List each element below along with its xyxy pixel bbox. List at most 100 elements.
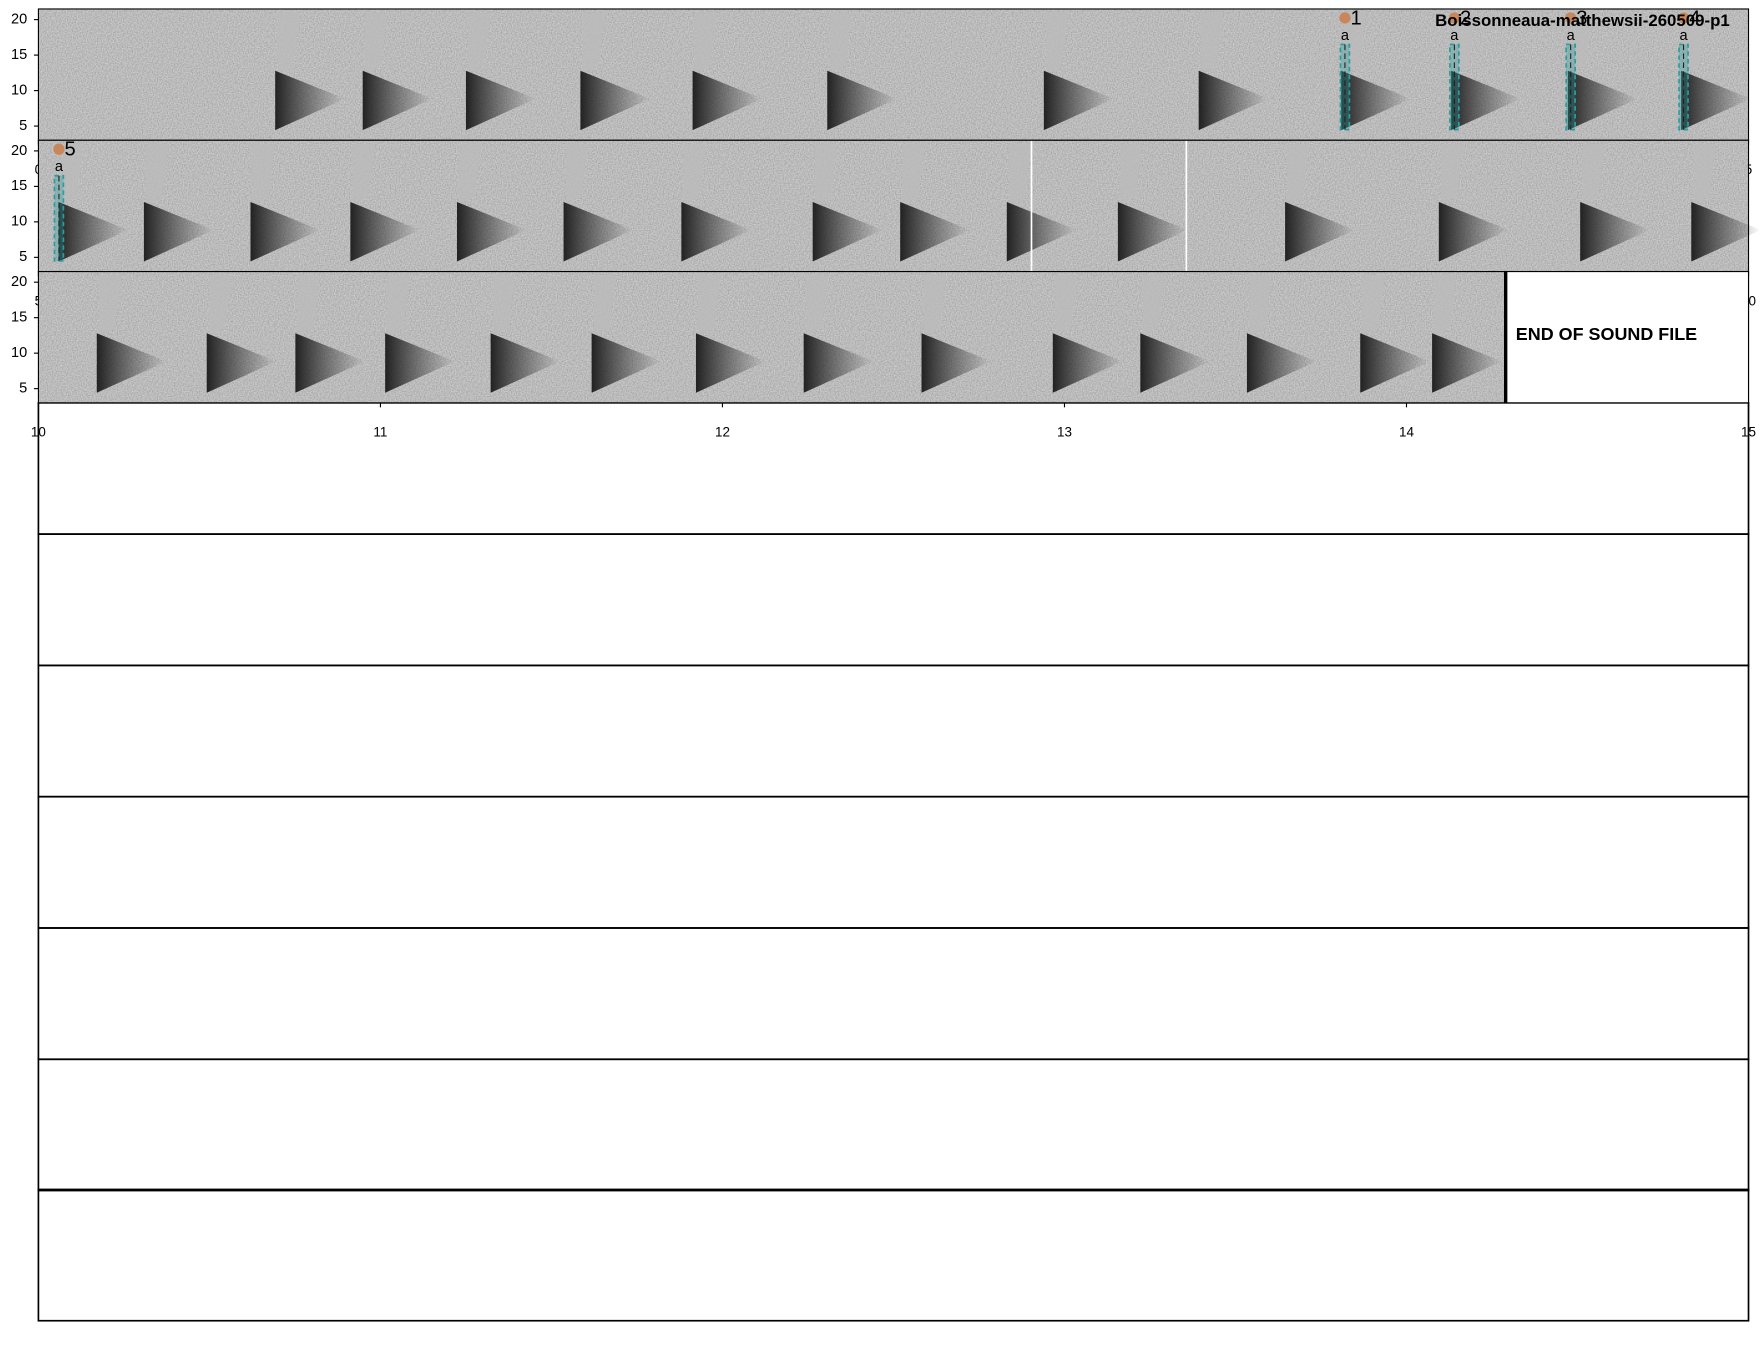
selection-marker: [1448, 12, 1460, 24]
call: [692, 70, 763, 131]
call: [681, 201, 751, 262]
call: [803, 333, 874, 393]
call: [385, 333, 455, 393]
call-harmonics: [1249, 274, 1272, 337]
empty-row: [37, 533, 1750, 667]
empty-row: [37, 1058, 1750, 1192]
call-harmonics: [492, 274, 516, 337]
call: [96, 333, 167, 393]
call: [1432, 333, 1502, 393]
spectrogram-background: [38, 271, 1749, 403]
call: [812, 201, 883, 262]
x-tick-label: 13: [1057, 425, 1072, 440]
y-tick-label: 5: [19, 249, 27, 265]
spectrogram-background: [38, 140, 1749, 272]
spectrogram-row: 51015200123451a2a3a4aBoissonneaua-matthe…: [11, 7, 1752, 177]
call-harmonics: [582, 12, 606, 75]
y-tick-label: 5: [19, 118, 27, 134]
selection-marker: [53, 143, 65, 155]
empty-rows: [37, 401, 1750, 1322]
call: [1691, 201, 1760, 262]
empty-row: [37, 401, 1750, 535]
call: [350, 201, 420, 262]
call-harmonics: [805, 274, 829, 337]
call-harmonics: [902, 143, 925, 206]
call-harmonics: [1570, 12, 1593, 75]
selection-label: a: [1679, 28, 1688, 44]
x-tick-label: 11: [373, 425, 387, 440]
call-harmonics: [698, 274, 721, 337]
spectrogram-row: 5 10 15 20 10 11 12 13 14 15 END OF SOUND FILE: [11, 270, 1756, 440]
y-tick-label: 15: [11, 310, 27, 326]
empty-row: [37, 1188, 1750, 1322]
chart-title: Boissonneaua-matthewsii-260509-p1: [1435, 11, 1730, 30]
call: [563, 201, 634, 262]
call: [580, 70, 650, 131]
call-harmonics: [297, 274, 321, 337]
call-harmonics: [565, 143, 589, 206]
call: [295, 333, 365, 393]
selection-id: 4: [1689, 7, 1700, 29]
call: [1246, 333, 1317, 393]
call: [1580, 201, 1650, 262]
call-harmonics: [1693, 143, 1716, 206]
call: [1198, 70, 1269, 131]
call-harmonics: [1055, 274, 1078, 337]
call: [900, 201, 970, 262]
y-tick-label: 10: [11, 345, 27, 361]
empty-row: [37, 795, 1750, 929]
call-harmonics: [60, 143, 84, 206]
call: [490, 333, 561, 393]
call-harmonics: [277, 12, 300, 75]
call-harmonics: [1582, 143, 1605, 206]
selection-label: a: [55, 159, 64, 175]
call: [250, 201, 321, 262]
call-harmonics: [1287, 143, 1310, 206]
call-harmonics: [1120, 143, 1143, 206]
selection-label: a: [1567, 28, 1576, 44]
y-tick-label: 20: [11, 11, 27, 27]
call: [1341, 70, 1411, 131]
call-harmonics: [1142, 274, 1166, 337]
x-tick-label: 15: [1741, 425, 1756, 440]
selection-id: 3: [1576, 7, 1587, 29]
call: [695, 333, 766, 393]
selection-id: 2: [1460, 7, 1471, 29]
x-tick-label: 14: [1399, 425, 1414, 440]
call-harmonics: [352, 143, 376, 206]
call-harmonics: [593, 274, 617, 337]
call: [1140, 333, 1210, 393]
call-harmonics: [1343, 12, 1366, 75]
call-harmonics: [99, 274, 122, 337]
end-of-file-label: END OF SOUND FILE: [1516, 324, 1697, 344]
call-harmonics: [252, 143, 276, 206]
selection-id: 1: [1351, 7, 1362, 29]
call: [1360, 333, 1430, 393]
call: [1681, 70, 1751, 131]
call-harmonics: [694, 12, 718, 75]
call: [1043, 70, 1114, 131]
selection-label: a: [1341, 28, 1350, 44]
selection-marker: [1565, 12, 1577, 24]
call-harmonics: [1362, 274, 1385, 337]
call-harmonics: [1046, 12, 1069, 75]
call-harmonics: [1434, 274, 1457, 337]
empty-row: [37, 664, 1750, 798]
call-harmonics: [364, 12, 388, 75]
y-tick-label: 5: [19, 380, 27, 396]
end-of-file-area: [1505, 270, 1750, 404]
call-harmonics: [459, 143, 482, 206]
y-tick-label: 20: [11, 143, 27, 159]
call: [1052, 333, 1123, 393]
call: [58, 201, 129, 262]
y-tick-label: 20: [11, 274, 27, 290]
call: [921, 333, 992, 393]
x-tick-label: 12: [715, 425, 730, 440]
y-tick-label: 10: [11, 214, 27, 230]
call: [591, 333, 662, 393]
call: [1438, 201, 1509, 262]
x-tick-label: 10: [31, 425, 46, 440]
call-harmonics: [1200, 12, 1224, 75]
